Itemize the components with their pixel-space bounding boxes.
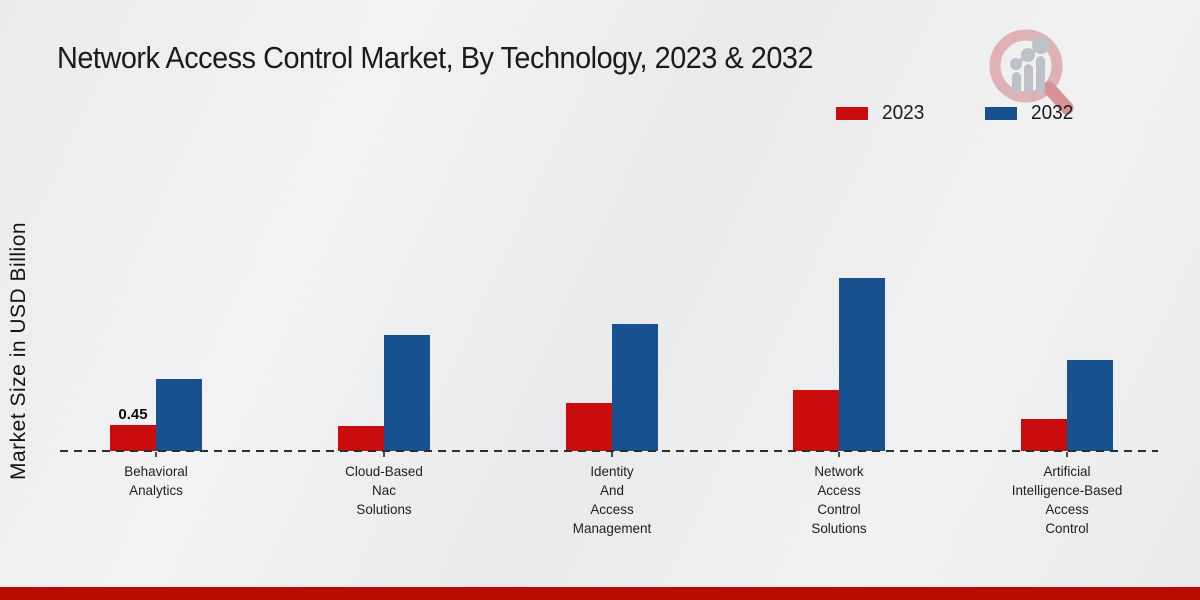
bar-2023 bbox=[793, 390, 839, 451]
axis-tick bbox=[383, 452, 385, 457]
bar-2023 bbox=[338, 426, 384, 451]
bar-2032 bbox=[384, 335, 430, 451]
category-label: Cloud-Based Nac Solutions bbox=[345, 463, 423, 517]
axis-tick bbox=[1065, 452, 1068, 457]
bar-value-label: 0.45 bbox=[118, 406, 148, 423]
axis-tick bbox=[610, 452, 613, 457]
axis-tick bbox=[155, 452, 157, 457]
bar-2023 bbox=[110, 425, 156, 451]
axis-tick bbox=[838, 452, 840, 457]
bar-2032 bbox=[1066, 360, 1113, 451]
chart-title: Network Access Control Market, By Techno… bbox=[57, 40, 814, 75]
x-axis-baseline bbox=[60, 450, 1158, 452]
bar-2032 bbox=[611, 324, 658, 451]
bar-2023 bbox=[1020, 419, 1067, 451]
category-label: Identity And Access Management bbox=[572, 463, 651, 536]
category-label: Artificial Intelligence-Based Access Contro… bbox=[1011, 463, 1122, 536]
category-label: Behavioral Analytics bbox=[124, 463, 188, 498]
bar-2032 bbox=[839, 278, 885, 451]
footer-accent-bar bbox=[0, 587, 1200, 600]
bar-2032 bbox=[156, 379, 202, 451]
legend-item-2032: 2032 bbox=[984, 102, 1076, 125]
legend-swatch-2023 bbox=[836, 107, 868, 120]
bar-2023 bbox=[565, 403, 612, 451]
legend-swatch-2032 bbox=[984, 107, 1017, 120]
legend-label-2032: 2032 bbox=[1030, 102, 1073, 124]
legend: 2023 2032 bbox=[836, 102, 1075, 125]
magnifier-bar-chart-logo-icon bbox=[989, 29, 1074, 115]
legend-label-2023: 2023 bbox=[882, 102, 925, 124]
category-label: Network Access Control Solutions bbox=[811, 463, 867, 536]
legend-item-2023: 2023 bbox=[836, 102, 927, 125]
